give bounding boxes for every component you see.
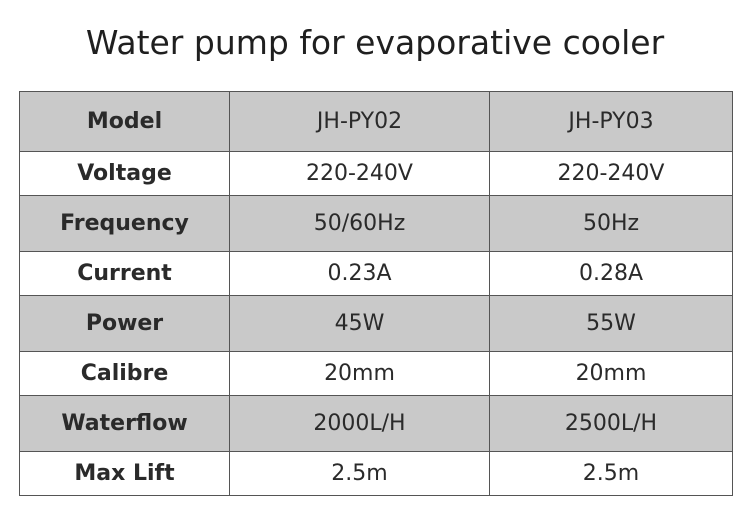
row-label: Voltage <box>19 151 230 196</box>
model-header-1: JH-PY02 <box>229 91 490 152</box>
table-header-row: Model JH-PY02 JH-PY03 <box>19 91 733 152</box>
row-label: Max Lift <box>19 451 230 496</box>
row-label: Frequency <box>19 195 230 252</box>
page-title: Water pump for evaporative cooler <box>85 23 665 62</box>
model-header-2: JH-PY03 <box>489 91 733 152</box>
table-row-max-lift: Max Lift 2.5m 2.5m <box>19 451 733 496</box>
cell-value: 0.23A <box>229 251 490 296</box>
row-label: Current <box>19 251 230 296</box>
table-row-power: Power 45W 55W <box>19 295 733 352</box>
cell-value: 2000L/H <box>229 395 490 452</box>
table-row-calibre: Calibre 20mm 20mm <box>19 351 733 396</box>
cell-value: 0.28A <box>489 251 733 296</box>
table-row-voltage: Voltage 220-240V 220-240V <box>19 151 733 196</box>
cell-value: 220-240V <box>489 151 733 196</box>
cell-value: 220-240V <box>229 151 490 196</box>
table-row-waterflow: Waterflow 2000L/H 2500L/H <box>19 395 733 452</box>
cell-value: 45W <box>229 295 490 352</box>
cell-value: 50Hz <box>489 195 733 252</box>
cell-value: 20mm <box>229 351 490 396</box>
table-row-frequency: Frequency 50/60Hz 50Hz <box>19 195 733 252</box>
cell-value: 2500L/H <box>489 395 733 452</box>
row-label: Waterflow <box>19 395 230 452</box>
cell-value: 2.5m <box>489 451 733 496</box>
cell-value: 50/60Hz <box>229 195 490 252</box>
cell-value: 2.5m <box>229 451 490 496</box>
row-label: Calibre <box>19 351 230 396</box>
cell-value: 20mm <box>489 351 733 396</box>
cell-value: 55W <box>489 295 733 352</box>
header-label: Model <box>19 91 230 152</box>
spec-table: Model JH-PY02 JH-PY03 Voltage 220-240V 2… <box>19 91 733 496</box>
row-label: Power <box>19 295 230 352</box>
table-row-current: Current 0.23A 0.28A <box>19 251 733 296</box>
